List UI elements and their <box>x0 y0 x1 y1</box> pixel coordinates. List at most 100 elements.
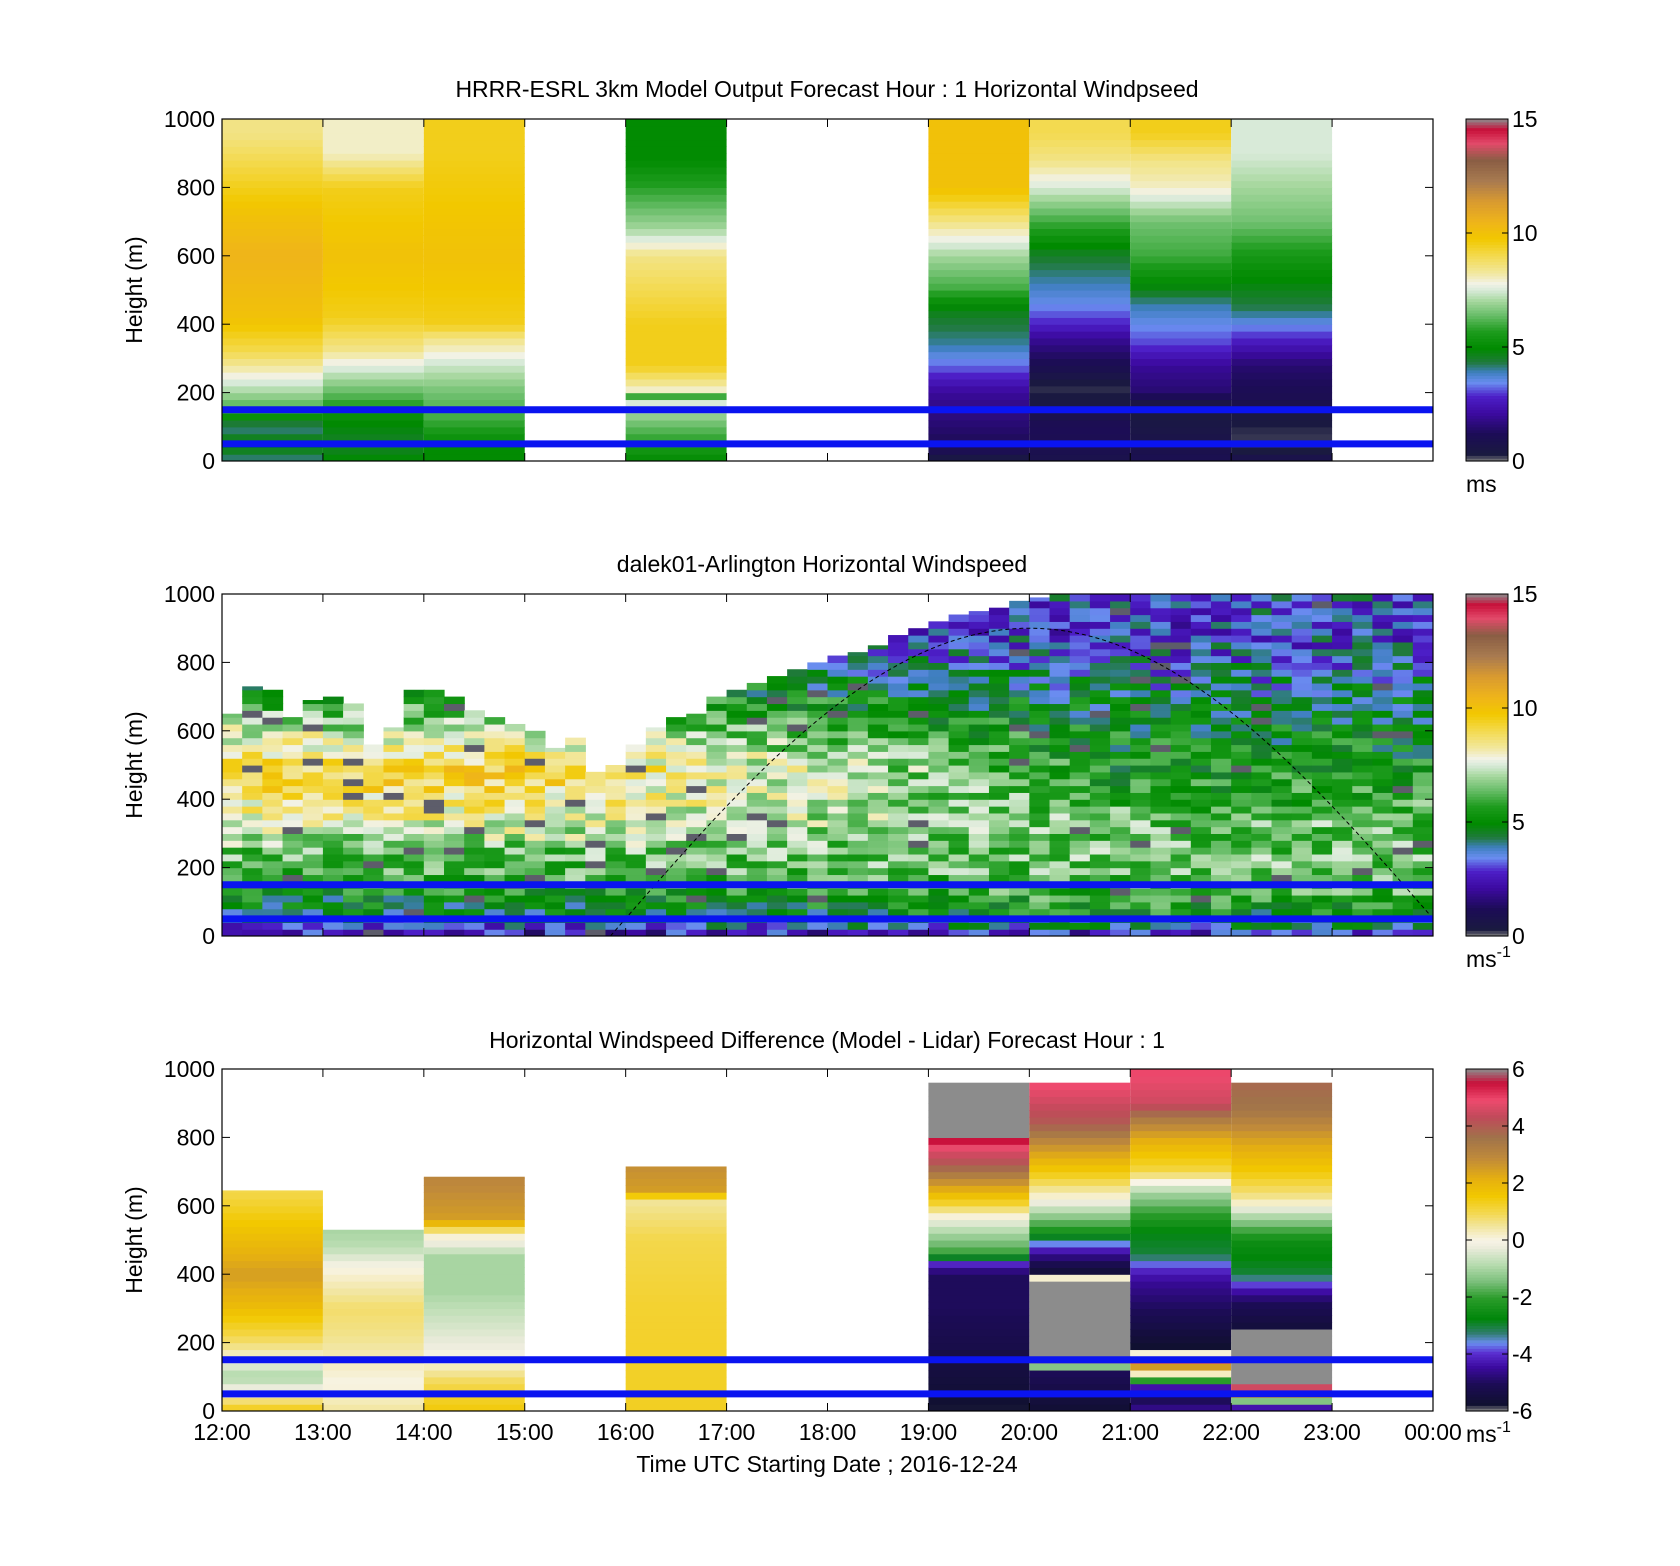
panel-lidar-reference-lines <box>222 881 1433 923</box>
heatmap-cell <box>544 894 566 903</box>
heatmap-cell <box>1311 682 1333 691</box>
colorbar-swatch <box>1466 443 1508 448</box>
heatmap-cell <box>1190 888 1212 896</box>
heatmap-cell <box>403 703 425 711</box>
heatmap-cell <box>1332 751 1353 759</box>
heatmap-cell <box>1049 778 1071 787</box>
heatmap-cell <box>262 703 284 711</box>
heatmap-cell <box>1130 173 1232 182</box>
heatmap-cell <box>827 751 849 759</box>
heatmap-cell <box>222 833 243 841</box>
heatmap-cell <box>625 125 727 134</box>
heatmap-cell <box>827 744 849 752</box>
colorbar-swatch <box>1466 844 1508 849</box>
colorbar-swatch <box>1466 176 1508 180</box>
heatmap-cell <box>1291 867 1313 876</box>
heatmap-cell <box>423 792 445 800</box>
heatmap-cell <box>585 908 607 917</box>
heatmap-cell <box>1291 819 1313 828</box>
heatmap-cell <box>1291 655 1313 663</box>
heatmap-cell <box>1190 765 1212 773</box>
heatmap-cell <box>847 737 869 746</box>
colorbar-swatch <box>1466 773 1508 777</box>
heatmap-cell <box>766 717 788 725</box>
heatmap-cell <box>1170 806 1192 814</box>
heatmap-cell <box>1352 607 1374 616</box>
heatmap-cell <box>1231 310 1333 318</box>
heatmap-cell <box>605 785 627 793</box>
heatmap-cell <box>1150 628 1172 636</box>
colorbar-swatch <box>1466 384 1508 388</box>
heatmap-cell <box>1130 160 1232 168</box>
y-tick-label: 0 <box>202 448 215 474</box>
heatmap-cell <box>383 737 405 746</box>
colorbar-swatch <box>1466 708 1508 712</box>
heatmap-cell <box>605 819 627 828</box>
heatmap-cell <box>1130 765 1152 773</box>
colorbar-swatch <box>1466 1114 1508 1119</box>
heatmap-cell <box>322 806 344 814</box>
heatmap-cell <box>787 744 808 752</box>
heatmap-cell <box>867 792 889 800</box>
heatmap-cell <box>1029 662 1051 670</box>
heatmap-cell <box>322 385 424 394</box>
heatmap-cell <box>1311 723 1333 732</box>
heatmap-cell <box>242 723 263 732</box>
heatmap-cell <box>1009 689 1030 698</box>
heatmap-cell <box>625 255 727 264</box>
heatmap-cell <box>625 1219 727 1227</box>
heatmap-cell <box>544 785 566 793</box>
colorbar-swatch <box>1466 1382 1508 1386</box>
heatmap-cell <box>423 874 445 882</box>
heatmap-cell <box>888 669 909 677</box>
heatmap-cell <box>1150 648 1172 657</box>
heatmap-cell <box>1130 207 1232 216</box>
heatmap-cell <box>242 840 263 848</box>
heatmap-cell <box>1069 867 1091 876</box>
heatmap-cell <box>1352 894 1374 903</box>
colorbar-swatch <box>1466 366 1508 371</box>
heatmap-cell <box>1190 867 1212 876</box>
heatmap-cell <box>242 799 263 807</box>
heatmap-cell <box>1392 819 1414 828</box>
heatmap-cell <box>625 894 647 903</box>
heatmap-cell <box>1251 853 1273 862</box>
heatmap-cell <box>423 365 525 373</box>
heatmap-cell <box>322 922 344 930</box>
heatmap-cell <box>686 799 707 807</box>
heatmap-cell <box>262 901 284 910</box>
heatmap-cell <box>1190 922 1212 930</box>
heatmap-cell <box>222 1349 323 1357</box>
heatmap-cell <box>222 751 243 759</box>
heatmap-cell <box>363 894 385 903</box>
heatmap-cell <box>1110 737 1131 746</box>
heatmap-cell <box>928 765 950 773</box>
heatmap-cell <box>565 894 586 903</box>
heatmap-cell <box>686 819 707 828</box>
colorbar-swatch <box>1466 1140 1508 1144</box>
heatmap-cell <box>787 703 808 711</box>
heatmap-cell <box>1170 853 1192 862</box>
colorbar-swatch <box>1466 449 1508 454</box>
colorbar-tick-label: -6 <box>1512 1398 1532 1424</box>
heatmap-cell <box>1412 662 1433 670</box>
heatmap-cell <box>565 792 586 800</box>
heatmap-cell <box>1110 682 1131 691</box>
heatmap-cell <box>423 1369 525 1378</box>
heatmap-cell <box>544 922 566 930</box>
heatmap-cell <box>1352 799 1374 807</box>
heatmap-cell <box>746 689 768 698</box>
heatmap-cell <box>1231 614 1252 622</box>
heatmap-cell <box>1029 262 1131 271</box>
heatmap-cell <box>988 908 1010 917</box>
heatmap-cell <box>706 860 728 869</box>
heatmap-cell <box>807 744 829 752</box>
heatmap-cell <box>1352 669 1374 677</box>
heatmap-cell <box>1029 1363 1131 1371</box>
heatmap-cell <box>464 833 485 841</box>
heatmap-cell <box>605 840 627 848</box>
heatmap-cell <box>1210 867 1232 876</box>
heatmap-cell <box>1009 867 1030 876</box>
heatmap-cell <box>1392 689 1414 698</box>
heatmap-cell <box>928 214 1030 223</box>
